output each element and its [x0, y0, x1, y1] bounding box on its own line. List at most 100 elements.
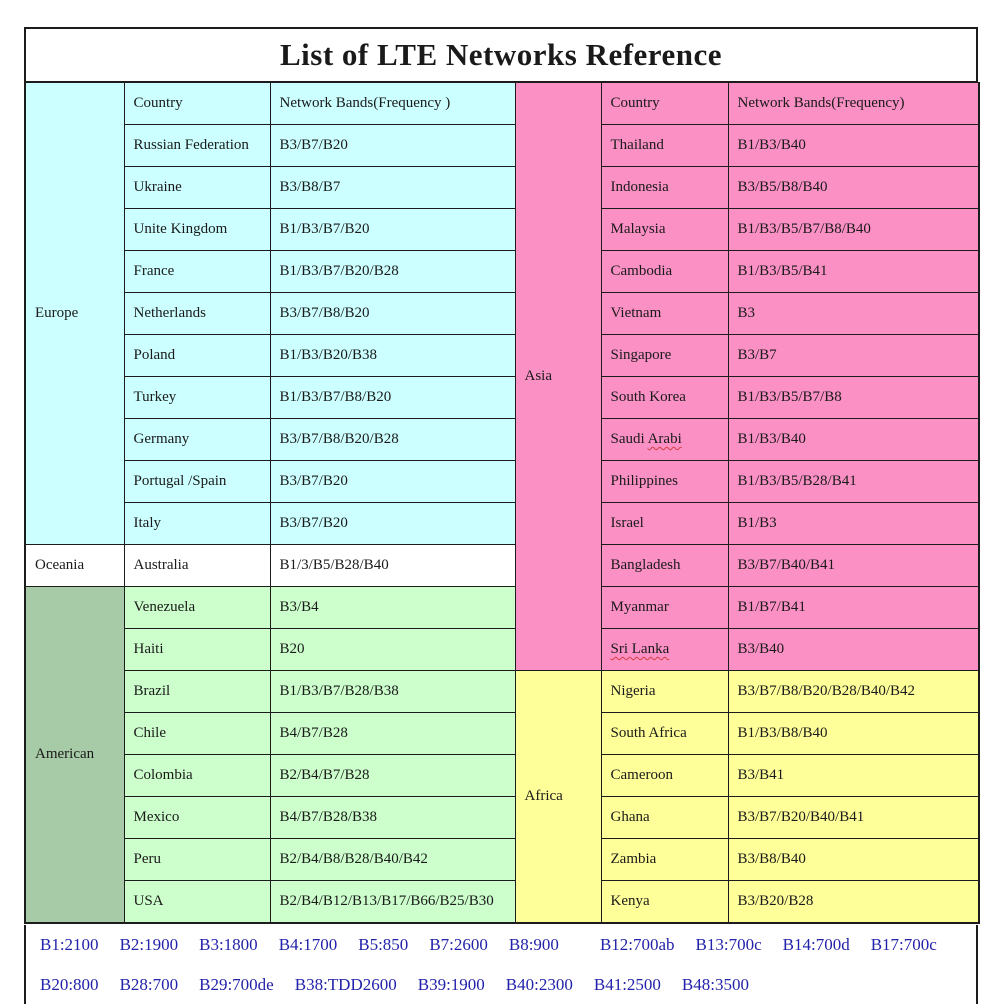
country-cell: Venezuela	[123, 586, 271, 629]
table-row: Poland B1/B3/B20/B38 Singapore B3/B7	[25, 334, 980, 377]
band-definition: B17:700c	[870, 934, 937, 954]
title-box: List of LTE Networks Reference	[24, 27, 978, 82]
bands-cell: B20	[269, 628, 516, 671]
country-cell: Myanmar	[600, 586, 729, 629]
bands-cell: B3/B7/B8/B20/B28/B40/B42	[727, 670, 980, 713]
country-cell: Ghana	[600, 796, 729, 839]
bands-cell: B1/B3/B7/B20	[269, 208, 516, 251]
bands-cell: B3/B20/B28	[727, 880, 980, 923]
band-definition: B14:700d	[782, 934, 850, 954]
country-cell: Unite Kingdom	[123, 208, 271, 251]
band-definition: B38:TDD2600	[294, 974, 397, 994]
country-cell: Italy	[123, 502, 271, 545]
bands-cell: B3/B8/B7	[269, 166, 516, 209]
country-cell: Zambia	[600, 838, 729, 881]
country-cell: Cameroon	[600, 754, 729, 797]
region-cell-africa: Africa	[514, 670, 602, 923]
country-name-misspelled: Arabi	[647, 431, 682, 447]
bands-cell: B3/B41	[727, 754, 980, 797]
country-cell: Sri Lanka	[600, 628, 729, 671]
table-row: Germany B3/B7/B8/B20/B28 Saudi Arabi B1/…	[25, 418, 980, 461]
band-definitions-line1: B1:2100 B2:1900 B3:1800 B4:1700 B5:850 B…	[40, 925, 976, 965]
region-cell-american: American	[24, 586, 125, 923]
table-row: Russian Federation B3/B7/B20 Thailand B1…	[25, 124, 980, 167]
column-header-country: Country	[123, 82, 271, 125]
country-cell: South Africa	[600, 712, 729, 755]
band-definition: B5:850	[358, 934, 409, 954]
country-cell: South Korea	[600, 376, 729, 419]
band-definition: B39:1900	[417, 974, 485, 994]
table-row: Brazil B1/B3/B7/B28/B38 Africa Nigeria B…	[25, 670, 980, 923]
country-cell: Mexico	[123, 796, 271, 839]
page-title: List of LTE Networks Reference	[279, 37, 723, 72]
table-row: Oceania Australia B1/3/B5/B28/B40 Bangla…	[24, 544, 980, 587]
column-header-bands: Network Bands(Frequency)	[727, 82, 980, 125]
bands-cell: B2/B4/B7/B28	[269, 754, 516, 797]
table-row: Mexico B4/B7/B28/B38 Ghana B3/B7/B20/B40…	[25, 796, 980, 839]
country-cell: Malaysia	[600, 208, 729, 251]
band-definitions-line2: B20:800 B28:700 B29:700de B38:TDD2600 B3…	[40, 965, 976, 1005]
country-cell: Germany	[123, 418, 271, 461]
band-definition: B2:1900	[119, 934, 179, 954]
band-definition: B20:800	[40, 974, 99, 994]
band-definition: B3:1800	[199, 934, 258, 954]
bands-cell: B1/B3/B20/B38	[269, 334, 516, 377]
bands-cell: B1/3/B5/B28/B40	[269, 544, 516, 587]
country-cell: Haiti	[123, 628, 271, 671]
table-row: Chile B4/B7/B28 South Africa B1/B3/B8/B4…	[25, 712, 980, 755]
bands-cell: B3/B7	[727, 334, 980, 377]
bands-cell: B3/B4	[269, 586, 516, 629]
table-row: Netherlands B3/B7/B8/B20 Vietnam B3	[25, 292, 980, 335]
country-name-misspelled: Sri Lanka	[610, 641, 670, 657]
country-cell: Thailand	[600, 124, 729, 167]
bands-cell: B3/B7/B40/B41	[727, 544, 980, 587]
country-cell: Russian Federation	[123, 124, 271, 167]
lte-networks-table: Europe Country Network Bands(Frequency )…	[24, 82, 980, 924]
bands-cell: B1/B3/B7/B28/B38	[269, 670, 516, 713]
band-definitions-footer: B1:2100 B2:1900 B3:1800 B4:1700 B5:850 B…	[24, 924, 978, 1005]
bands-cell: B2/B4/B12/B13/B17/B66/B25/B30	[269, 880, 516, 923]
bands-cell: B3/B7/B20	[269, 502, 516, 545]
country-cell: Saudi Arabi	[600, 418, 729, 461]
country-cell: France	[123, 250, 271, 293]
table-row: Europe Country Network Bands(Frequency )…	[24, 82, 980, 671]
bands-cell: B1/B7/B41	[727, 586, 980, 629]
country-cell: Turkey	[123, 376, 271, 419]
region-cell-asia: Asia	[514, 82, 602, 671]
table-row: Portugal /Spain B3/B7/B20 Philippines B1…	[25, 460, 980, 503]
table-row: France B1/B3/B7/B20/B28 Cambodia B1/B3/B…	[25, 250, 980, 293]
bands-cell: B3	[727, 292, 980, 335]
country-cell: Bangladesh	[600, 544, 729, 587]
country-cell: Australia	[123, 544, 271, 587]
table-row: American Venezuela B3/B4 Myanmar B1/B7/B…	[24, 586, 980, 923]
bands-cell: B4/B7/B28	[269, 712, 516, 755]
country-cell: Israel	[600, 502, 729, 545]
bands-cell: B1/B3/B7/B20/B28	[269, 250, 516, 293]
country-cell: Poland	[123, 334, 271, 377]
bands-cell: B3/B40	[727, 628, 980, 671]
region-cell-oceania: Oceania	[24, 544, 125, 587]
country-cell: Ukraine	[123, 166, 271, 209]
country-cell: Chile	[123, 712, 271, 755]
table-row: Unite Kingdom B1/B3/B7/B20 Malaysia B1/B…	[25, 208, 980, 251]
country-cell: Indonesia	[600, 166, 729, 209]
country-cell: Nigeria	[600, 670, 729, 713]
band-definition: B28:700	[119, 974, 179, 994]
table-row: Haiti B20 Sri Lanka B3/B40	[25, 628, 980, 671]
country-cell: Singapore	[600, 334, 729, 377]
bands-cell: B1/B3/B5/B7/B8	[727, 376, 980, 419]
country-cell: Philippines	[600, 460, 729, 503]
reference-sheet: List of LTE Networks Reference Europe Co…	[24, 27, 980, 1005]
bands-cell: B3/B7/B20	[269, 460, 516, 503]
bands-cell: B3/B7/B20/B40/B41	[727, 796, 980, 839]
column-header-country: Country	[600, 82, 729, 125]
bands-cell: B1/B3/B5/B41	[727, 250, 980, 293]
band-definition: B4:1700	[278, 934, 338, 954]
country-name-part: Saudi	[610, 431, 648, 447]
bands-cell: B1/B3/B5/B28/B41	[727, 460, 980, 503]
band-definition: B48:3500	[681, 974, 749, 994]
country-cell: Brazil	[123, 670, 271, 713]
band-definition: B29:700de	[199, 974, 274, 994]
table-row: Ukraine B3/B8/B7 Indonesia B3/B5/B8/B40	[25, 166, 980, 209]
band-definition: B12:700ab	[599, 934, 675, 954]
